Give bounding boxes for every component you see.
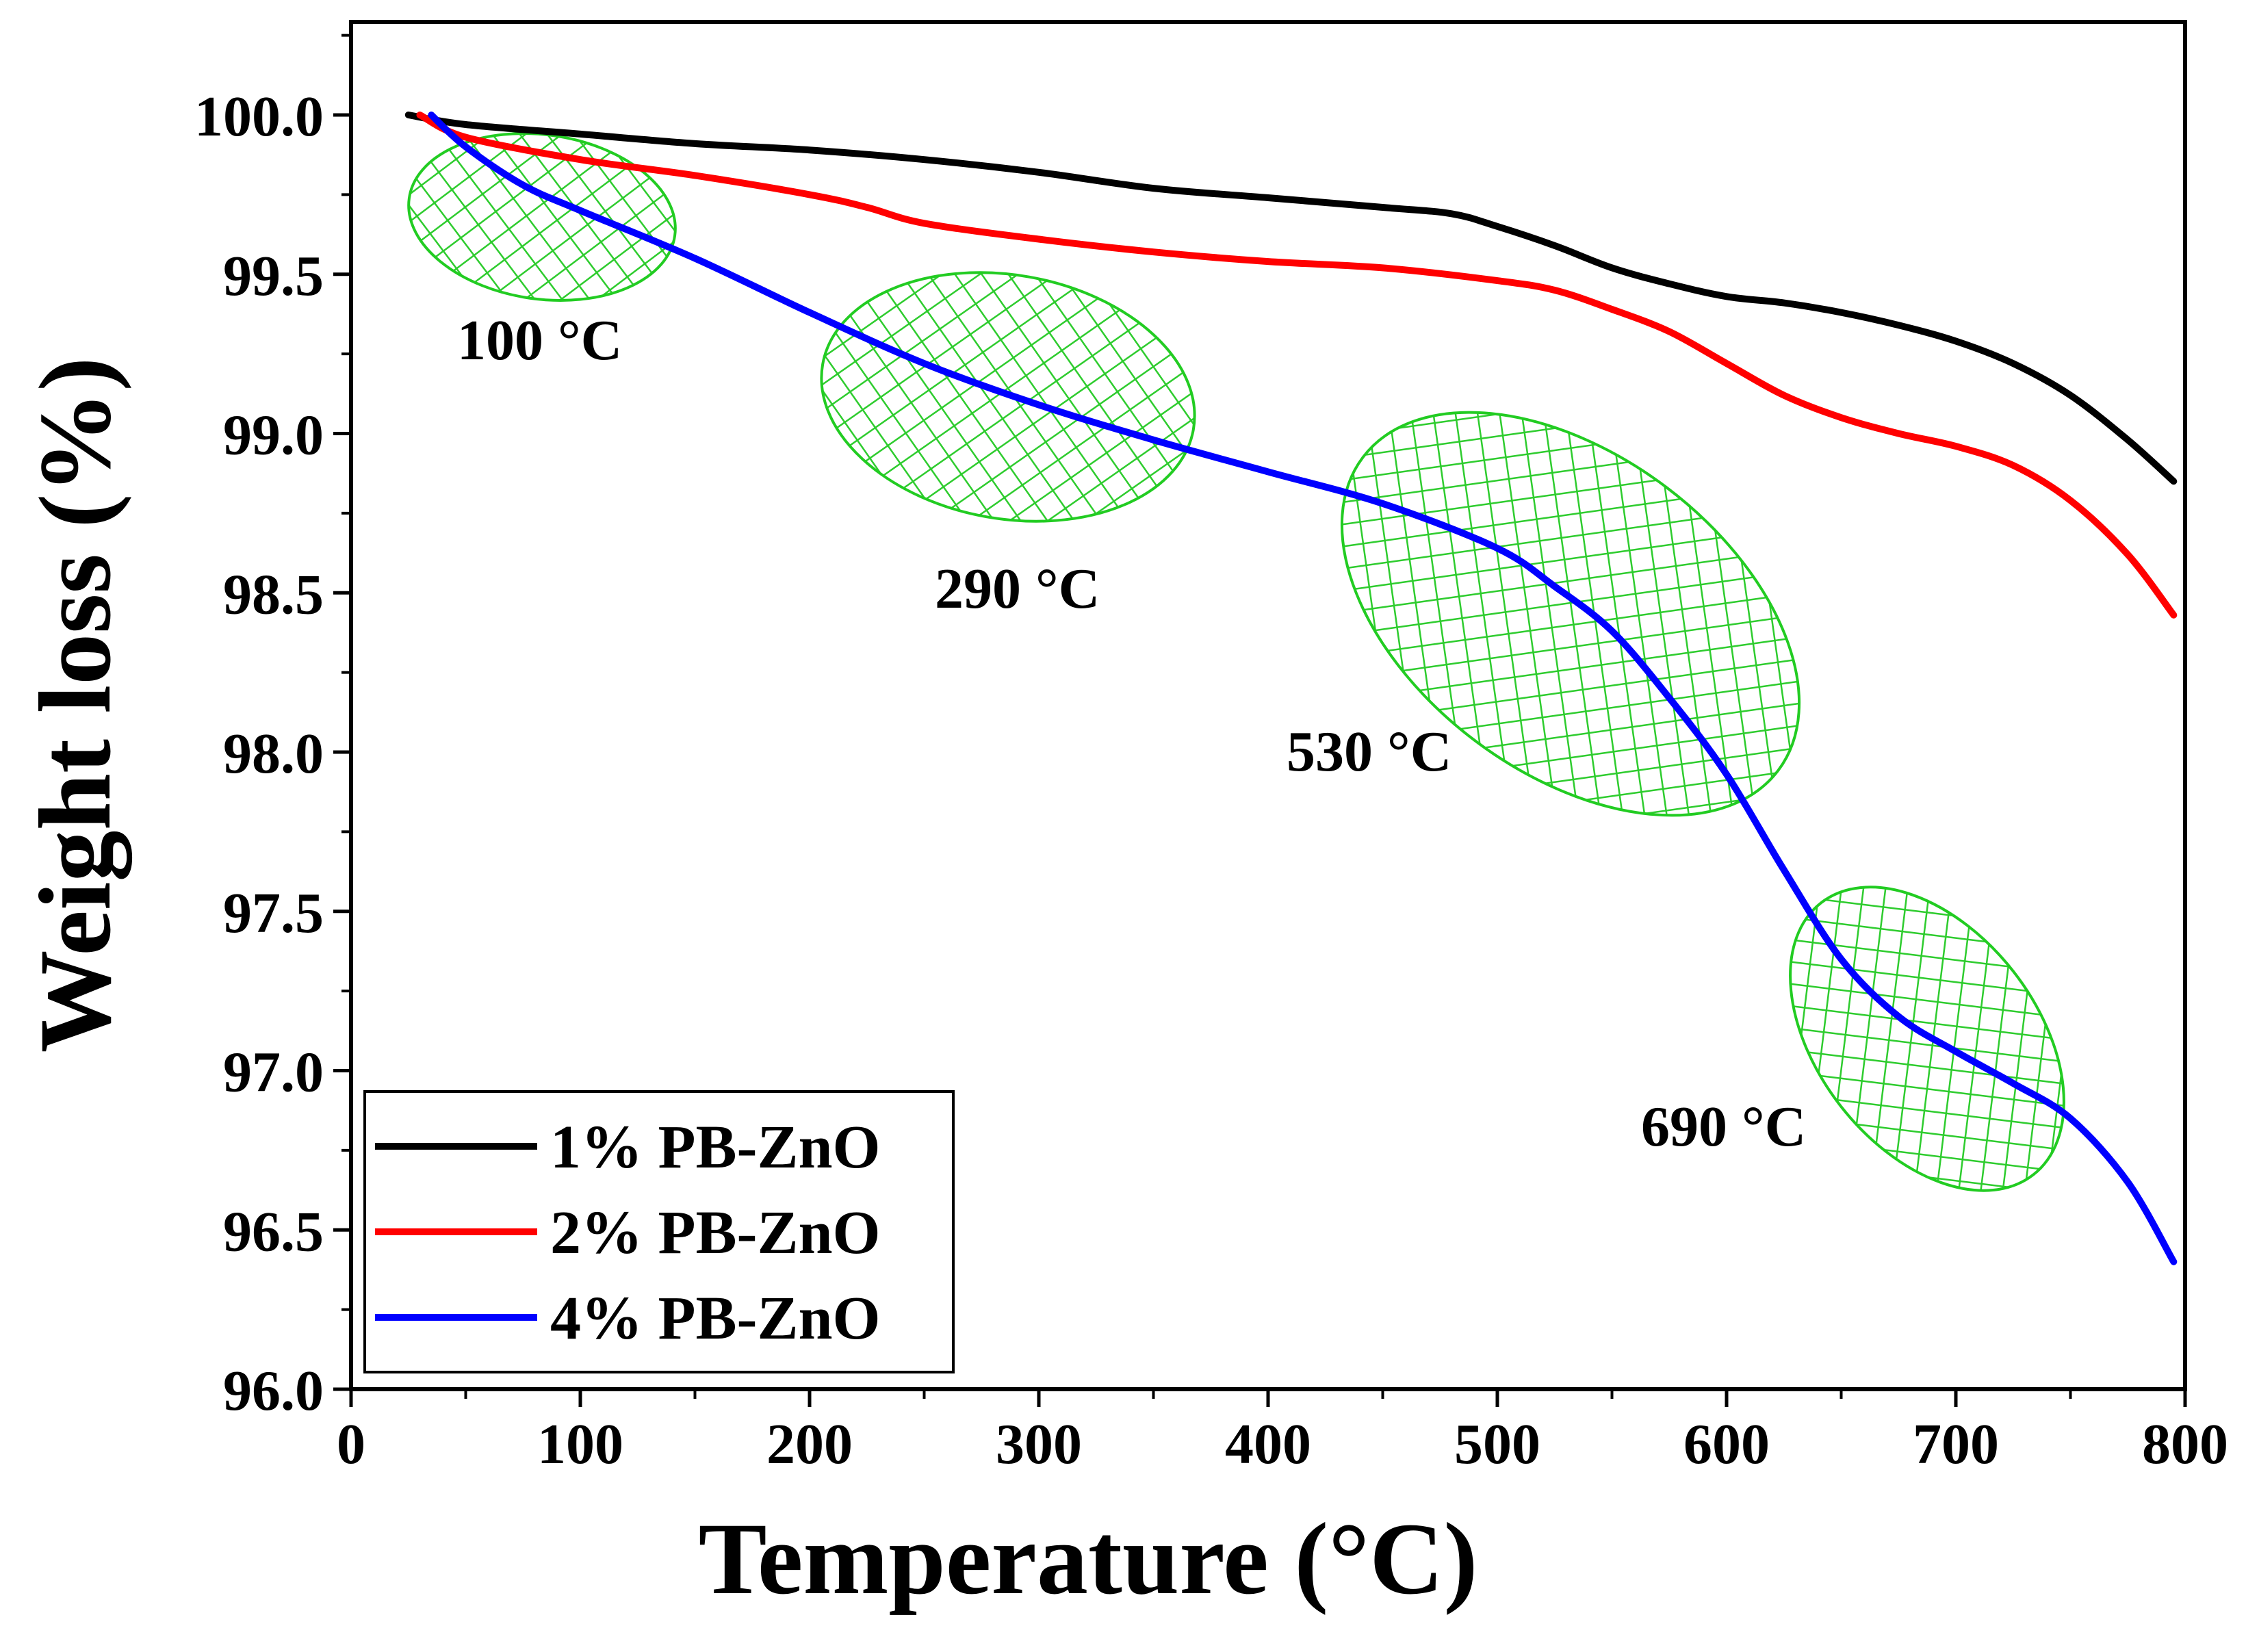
x-tick-label: 600 xyxy=(1683,1412,1770,1476)
y-axis-title: Weight loss (%) xyxy=(18,357,132,1053)
x-axis-title: Temperature (°C) xyxy=(699,1502,1478,1616)
series-line-4pct-pb-zno xyxy=(428,112,2178,1265)
y-tick-label: 99.5 xyxy=(223,244,324,308)
annotation-100c: 100 °C xyxy=(457,309,622,372)
x-tick-label: 700 xyxy=(1913,1412,1999,1476)
highlight-region-100c xyxy=(407,132,677,302)
annotation-290c: 290 °C xyxy=(935,557,1100,621)
annotation-690c: 690 °C xyxy=(1641,1095,1806,1159)
x-tick-label: 300 xyxy=(996,1412,1082,1476)
series-line-2pct-pb-zno xyxy=(416,112,2178,619)
x-tick-label: 800 xyxy=(2142,1412,2228,1476)
y-tick-label: 98.5 xyxy=(223,563,324,626)
x-tick-label: 400 xyxy=(1225,1412,1311,1476)
y-tick-label: 96.5 xyxy=(223,1200,324,1263)
x-tick-label: 100 xyxy=(537,1412,623,1476)
x-axis-ticks: 0 100 200 300 400 500 600 700 800 xyxy=(337,1389,2228,1476)
series-line-1pct-pb-zno xyxy=(404,112,2178,485)
y-tick-label: 96.0 xyxy=(223,1359,324,1423)
legend-label-1pct: 1% PB-ZnO xyxy=(550,1113,881,1181)
x-tick-label: 200 xyxy=(766,1412,853,1476)
y-axis-ticks: 96.0 96.5 97.0 97.5 98.0 98.5 99.0 99.5 100.0 xyxy=(194,34,351,1423)
annotation-530c: 530 °C xyxy=(1287,720,1451,784)
legend-label-2pct: 2% PB-ZnO xyxy=(550,1199,881,1267)
y-tick-label: 98.0 xyxy=(223,722,324,786)
y-tick-label: 97.5 xyxy=(223,881,324,945)
y-tick-label: 100.0 xyxy=(194,85,324,149)
series-layer xyxy=(404,112,2178,1265)
y-tick-label: 99.0 xyxy=(223,404,324,467)
legend: 1% PB-ZnO 2% PB-ZnO 4% PB-ZnO xyxy=(363,1090,955,1373)
y-tick-label: 97.0 xyxy=(223,1041,324,1105)
legend-label-4pct: 4% PB-ZnO xyxy=(550,1285,881,1352)
x-tick-label: 500 xyxy=(1454,1412,1540,1476)
x-tick-label: 0 xyxy=(337,1412,365,1476)
